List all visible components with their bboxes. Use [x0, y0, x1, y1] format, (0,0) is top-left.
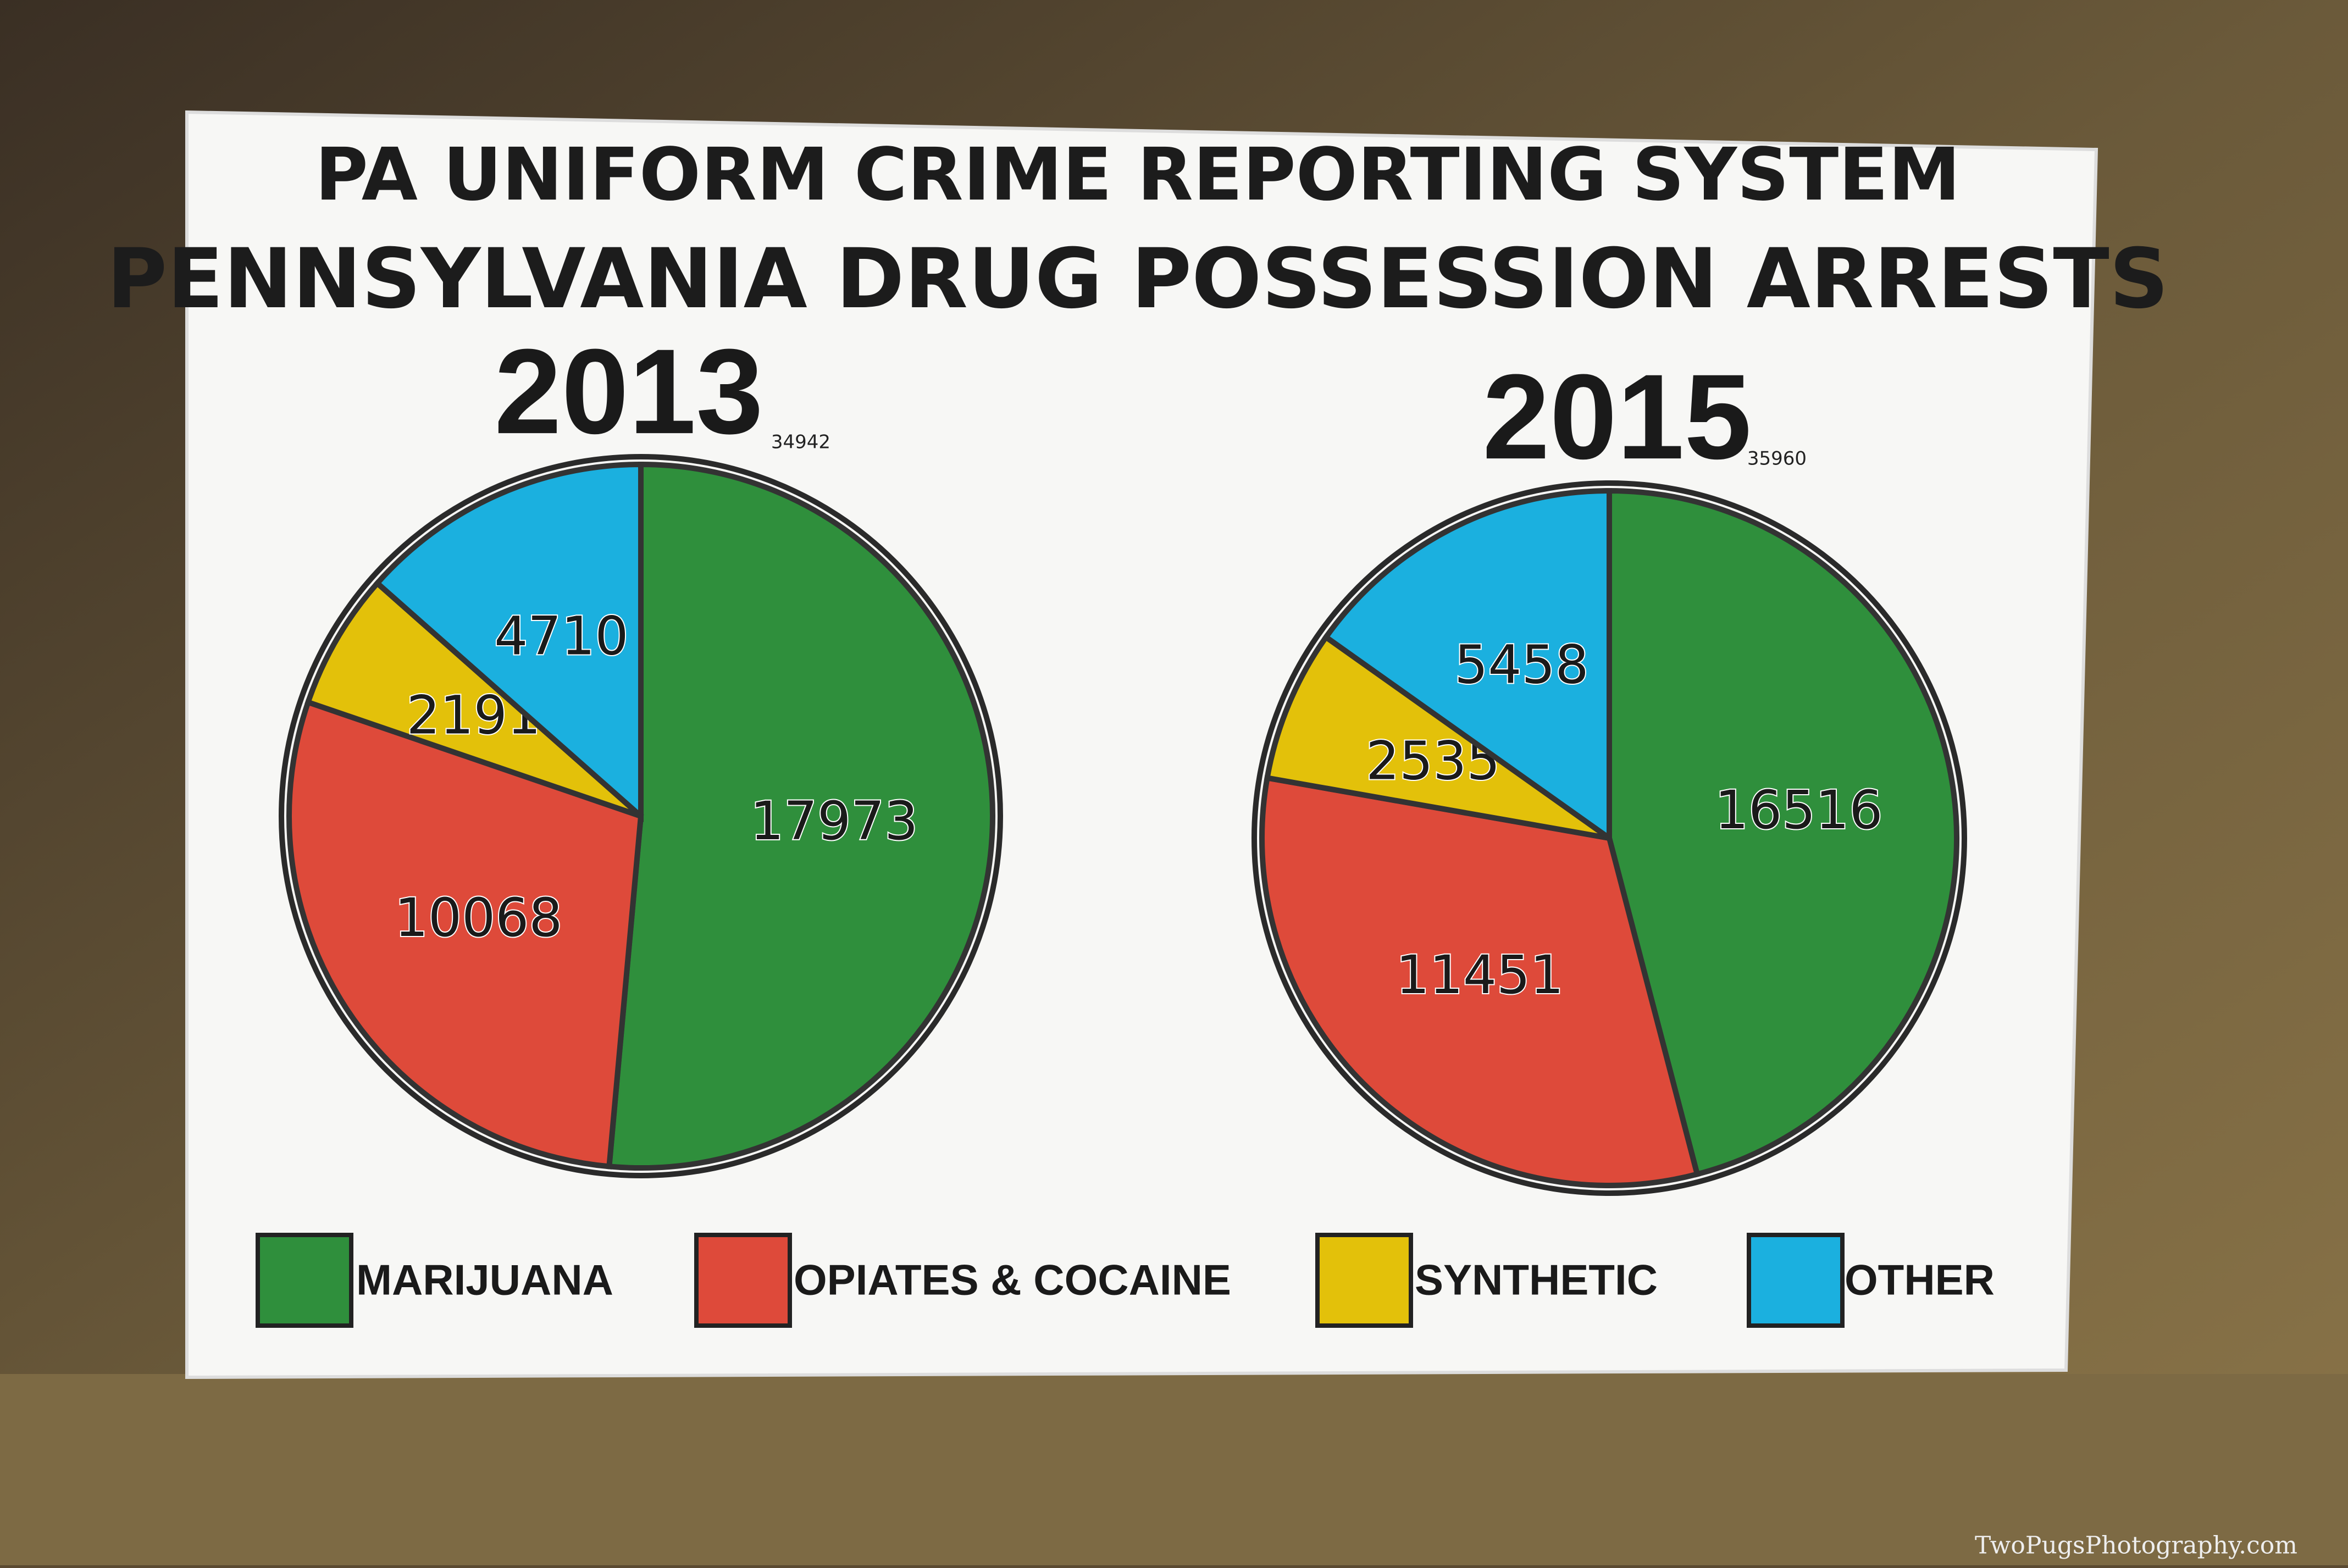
legend-label: MARIJUANA — [356, 1256, 613, 1304]
chart-subtitle: 35960 — [1747, 448, 1807, 470]
pie-slice — [373, 461, 644, 823]
value-label: 4710 — [494, 605, 628, 667]
legend-swatch — [1315, 1233, 1413, 1328]
pie-slice — [304, 579, 643, 819]
chart-title: 2013 — [494, 324, 763, 459]
title-line-1: PA UNIFORM CRIME REPORTING SYSTEM — [315, 132, 1961, 217]
pie-rim — [279, 454, 1003, 1178]
value-label: 2191 — [407, 684, 541, 746]
legend-label: SYNTHETIC — [1415, 1256, 1658, 1304]
value-label: 10068 — [395, 887, 562, 949]
legend-swatch — [694, 1233, 792, 1328]
value-label: 2535 — [1366, 730, 1500, 791]
legend-swatch — [256, 1233, 353, 1328]
pie-slice — [1607, 487, 1960, 1178]
pie-slice — [606, 461, 996, 1171]
legend-label: OTHER — [1845, 1256, 1995, 1304]
value-label: 5458 — [1454, 634, 1588, 696]
chart-subtitle: 34942 — [771, 431, 830, 453]
title-line-2: PENNSYLVANIA DRUG POSSESSION ARRESTS — [107, 231, 2168, 327]
legend-label: OPIATES & COCAINE — [794, 1256, 1231, 1304]
value-label: 11451 — [1396, 944, 1564, 1006]
pie-rim — [1251, 480, 1967, 1196]
pie-slice — [1322, 487, 1612, 844]
value-label: 16516 — [1715, 779, 1882, 841]
grass — [0, 1374, 2348, 1565]
chart-title: 2015 — [1482, 349, 1751, 484]
value-label: 17973 — [750, 790, 918, 852]
pie-slice — [1264, 633, 1611, 841]
pie-slice — [286, 699, 644, 1170]
pie-slice — [1259, 774, 1701, 1188]
legend-swatch — [1747, 1233, 1845, 1328]
watermark: TwoPugsPhotography.com — [1975, 1532, 2297, 1560]
